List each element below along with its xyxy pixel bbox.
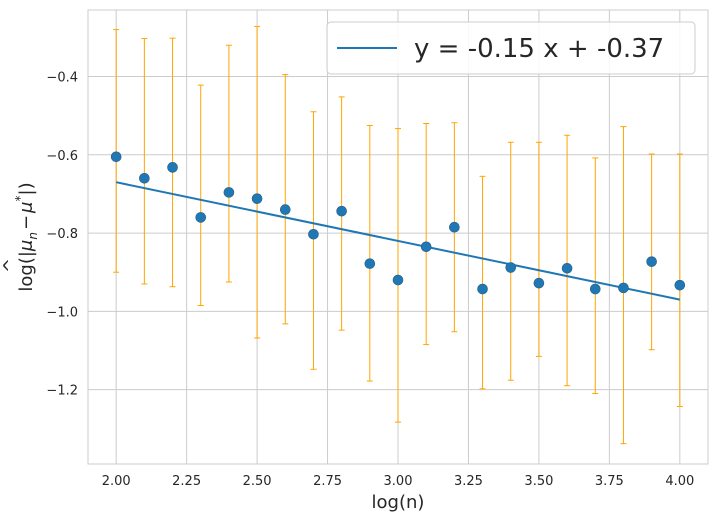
- y-label-minus: −: [16, 215, 37, 230]
- fit-line: [115, 181, 681, 301]
- x-tick-label: 2.50: [243, 474, 272, 489]
- legend: y = -0.15 x + -0.37: [326, 21, 696, 75]
- x-axis-label: log(n): [372, 492, 425, 513]
- data-point: [589, 283, 601, 295]
- data-point: [449, 221, 460, 233]
- data-point: [139, 172, 150, 184]
- x-tick-labels: 2.00 2.25 2.50 2.75 3.00 3.25 3.50 3.75 4.00: [102, 474, 695, 489]
- svg-text:log(|μn−μ*|): log(|μn−μ*|): [13, 182, 40, 291]
- data-point: [561, 263, 573, 274]
- y-label-sub-n: n: [26, 232, 40, 240]
- data-point: [110, 151, 122, 163]
- x-tick-label: 3.00: [384, 474, 413, 489]
- x-tick-label: 2.00: [102, 474, 131, 489]
- data-point: [336, 205, 347, 217]
- data-point: [392, 274, 404, 286]
- data-point: [364, 258, 376, 269]
- x-tick-label: 3.25: [454, 474, 483, 489]
- y-axis-label: log(|μn−μ*|) ^: [0, 182, 40, 291]
- data-point: [195, 212, 207, 223]
- data-point: [420, 241, 432, 253]
- y-label-prefix: log(|: [16, 251, 37, 292]
- y-label-star: *: [13, 195, 27, 201]
- x-tick-label: 2.75: [313, 474, 342, 489]
- legend-label: y = -0.15 x + -0.37: [414, 34, 664, 64]
- data-point: [618, 282, 629, 294]
- y-tick-label: −0.6: [46, 149, 78, 164]
- y-tick-label: −1.2: [46, 384, 78, 399]
- data-points: [110, 151, 686, 295]
- y-tick-label: −0.4: [46, 71, 78, 86]
- legend-box: [326, 21, 696, 75]
- x-tick-label: 3.75: [595, 474, 624, 489]
- data-point: [167, 162, 178, 173]
- data-point: [477, 283, 488, 295]
- data-point: [308, 228, 319, 240]
- fit-line-group: [115, 181, 681, 301]
- y-label-suffix: |): [16, 182, 37, 195]
- data-point: [505, 262, 517, 273]
- y-tick-label: −0.8: [46, 227, 78, 242]
- y-label-hat-accent: ^: [0, 258, 21, 273]
- x-tick-label: 3.50: [524, 474, 553, 489]
- y-label-mu-hat: μ: [16, 240, 37, 252]
- data-point: [251, 193, 263, 204]
- error-bars: [113, 25, 683, 445]
- plot-frame: [87, 9, 709, 465]
- data-point: [533, 277, 545, 289]
- data-point: [674, 279, 686, 291]
- data-point: [279, 204, 291, 215]
- x-tick-label: 4.00: [665, 474, 694, 489]
- y-tick-labels: −1.2 −1.0 −0.8 −0.6 −0.4: [46, 71, 78, 399]
- data-point: [223, 187, 235, 198]
- y-tick-label: −1.0: [46, 305, 78, 320]
- data-point: [646, 256, 657, 267]
- x-tick-label: 2.25: [172, 474, 201, 489]
- y-label-mu-star: μ: [16, 201, 37, 213]
